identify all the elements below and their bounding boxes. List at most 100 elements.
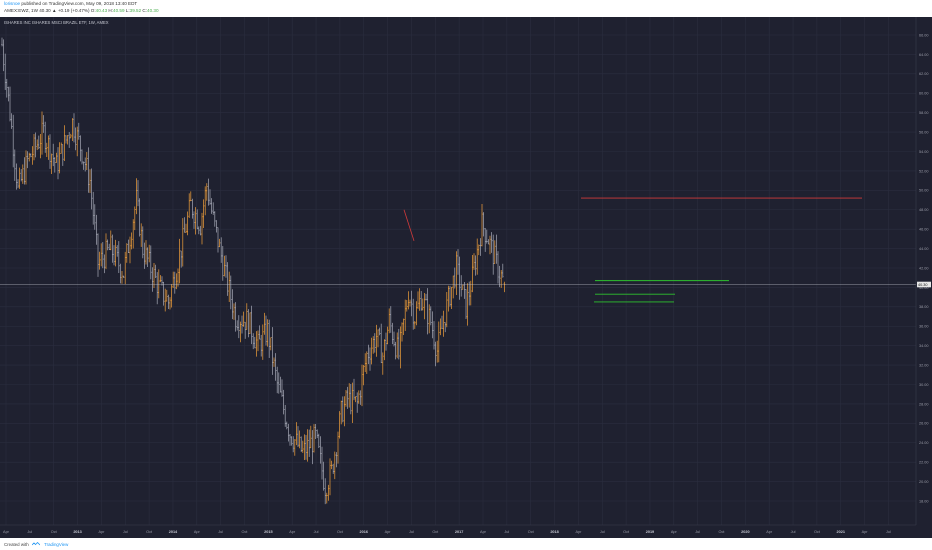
ohlc-bar <box>71 118 74 142</box>
ohlc-bar <box>353 378 355 401</box>
y-tick-label: 22.00 <box>919 461 929 465</box>
ohlc-bar <box>113 245 115 266</box>
ohlc-bar <box>135 178 138 215</box>
ohlc-bar <box>417 291 419 309</box>
ohlc-bar <box>329 458 331 496</box>
ohlc-bar <box>169 297 171 310</box>
ohlc-bar <box>388 308 390 334</box>
ohlc-bar <box>270 337 272 351</box>
ohlc-bar <box>378 327 381 336</box>
ohlc-bar <box>236 320 238 331</box>
ohlc-bar <box>199 225 202 236</box>
ohlc-bar <box>89 169 91 193</box>
footer: Created with TradingView <box>0 538 932 550</box>
ohlc-bar <box>457 249 459 275</box>
ohlc-bar <box>150 245 152 280</box>
ohlc-bar <box>215 220 218 233</box>
ohlc-bar <box>79 135 82 162</box>
ohlc-bar <box>402 318 405 336</box>
y-tick-label: 40.00 <box>919 286 929 290</box>
ohlc-bar <box>193 211 195 229</box>
tradingview-logo-icon <box>31 542 40 546</box>
x-tick-label: Apr <box>766 530 773 534</box>
ohlc-bar <box>233 303 235 320</box>
x-tick-label: Apr <box>3 530 10 534</box>
ohlc-bar <box>287 423 290 442</box>
ohlc-bar <box>391 322 394 345</box>
ohlc-bar <box>273 357 275 367</box>
ohlc-bar <box>311 430 314 465</box>
x-tick-label: Apr <box>385 530 392 534</box>
ohlc-bar <box>66 134 69 145</box>
tradingview-link[interactable]: TradingView <box>44 541 69 547</box>
ohlc-bar <box>252 333 254 350</box>
ohlc-bar <box>105 233 107 270</box>
ohlc-bar <box>446 291 448 328</box>
ohlc-bar <box>422 298 424 311</box>
ohlc-bar <box>98 251 101 270</box>
author-link[interactable]: lorisnoe <box>4 1 21 6</box>
ohlc-bar <box>497 251 499 284</box>
ohlc-bar <box>436 340 438 363</box>
high-label: H: <box>108 8 114 13</box>
chart-panel[interactable]: 66.00 64.00 62.00 60.00 58.00 56.00 54.00 52.00… <box>0 17 932 538</box>
ohlc-bar <box>158 269 160 299</box>
ohlc-bar <box>337 431 339 464</box>
ohlc-bar <box>82 161 85 170</box>
ohlc-bar <box>201 212 203 245</box>
ohlc-bar <box>164 288 166 312</box>
ohlc-bar <box>214 211 216 227</box>
ohlc-bar <box>4 53 6 90</box>
ohlc-bar <box>369 347 371 371</box>
y-tick-label: 48.00 <box>919 208 929 212</box>
ohlc-bar <box>15 163 18 190</box>
ohlc-bar <box>182 218 184 267</box>
y-tick-label: 50.00 <box>919 189 929 193</box>
ohlc-bar <box>22 164 24 184</box>
ohlc-bar <box>414 320 416 329</box>
ohlc-bar <box>278 372 280 394</box>
ohlc-bar <box>266 319 269 347</box>
ohlc-bar <box>20 169 22 182</box>
x-tick-label: Jul <box>218 530 223 534</box>
ohlc-bar <box>74 127 77 151</box>
y-tick-label: 46.00 <box>919 228 929 232</box>
x-tick-label: Apr <box>98 530 105 534</box>
ohlc-bar <box>220 237 222 263</box>
price-axis-bg <box>916 17 932 538</box>
ohlc-bar <box>289 434 291 446</box>
ohlc-bar <box>308 429 310 457</box>
x-tick-label: 2017 <box>455 530 463 534</box>
ohlc-bar <box>73 113 75 143</box>
ohlc-bar <box>46 142 48 157</box>
ohlc-bar <box>260 334 262 357</box>
ohlc-bar <box>118 241 120 274</box>
y-tick-label: 24.00 <box>919 441 929 445</box>
ohlc-bar <box>183 217 186 233</box>
publish-date: published on TradingView.com, May 09, 20… <box>21 1 138 6</box>
ohlc-bar <box>58 142 61 174</box>
ohlc-bar <box>84 157 86 172</box>
ohlc-bar <box>119 263 122 284</box>
x-tick-label: Oct <box>528 530 535 534</box>
ohlc-bar <box>486 229 488 244</box>
x-tick-label: Oct <box>432 530 439 534</box>
ohlc-bar <box>290 436 293 446</box>
y-tick-label: 32.00 <box>919 363 929 367</box>
ohlc-bar <box>62 144 64 166</box>
ohlc-bar <box>126 243 128 263</box>
ohlc-bar <box>479 238 482 256</box>
price-chart[interactable]: 66.00 64.00 62.00 60.00 58.00 56.00 54.00 52.00… <box>0 17 932 538</box>
x-tick-label: 2014 <box>169 530 178 534</box>
x-tick-label: Apr <box>480 530 487 534</box>
ohlc-bar <box>230 275 232 310</box>
ohlc-bar <box>130 232 133 250</box>
x-tick-label: 2021 <box>837 530 845 534</box>
ohlc-bar <box>449 285 451 307</box>
drawings[interactable] <box>0 197 916 303</box>
ohlc-bar <box>471 255 474 293</box>
x-tick-label: Oct <box>814 530 821 534</box>
ohlc-bar <box>362 365 365 386</box>
ohlc-bar <box>38 135 40 150</box>
ohlc-bar <box>380 323 382 364</box>
